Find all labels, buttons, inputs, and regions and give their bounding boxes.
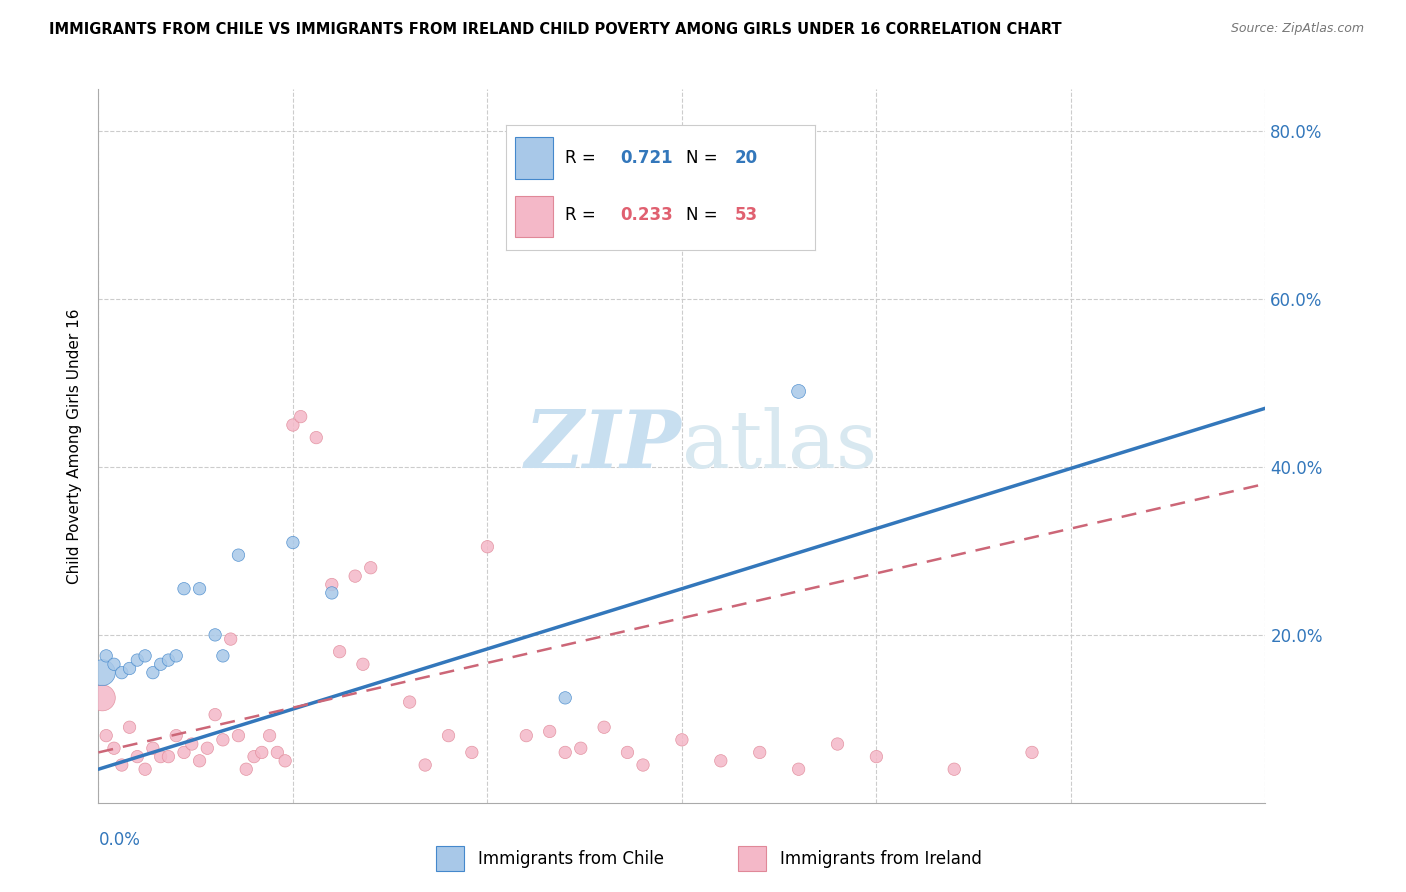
Point xyxy=(274,754,297,768)
Point xyxy=(134,648,156,663)
Point xyxy=(118,661,141,675)
Point xyxy=(250,746,273,760)
Point xyxy=(157,749,180,764)
Point xyxy=(281,535,304,549)
FancyBboxPatch shape xyxy=(738,847,766,871)
Point xyxy=(671,732,693,747)
Text: Immigrants from Ireland: Immigrants from Ireland xyxy=(780,849,983,868)
Point xyxy=(259,729,281,743)
Point xyxy=(219,632,242,646)
Point xyxy=(321,586,343,600)
Point xyxy=(281,417,304,432)
Point xyxy=(127,653,149,667)
Point xyxy=(461,746,484,760)
FancyBboxPatch shape xyxy=(436,847,464,871)
Point xyxy=(157,653,180,667)
Text: atlas: atlas xyxy=(682,407,877,485)
Text: N =: N = xyxy=(686,206,723,225)
Point xyxy=(111,665,134,680)
Point xyxy=(305,431,328,445)
Point xyxy=(165,729,187,743)
Text: IMMIGRANTS FROM CHILE VS IMMIGRANTS FROM IRELAND CHILD POVERTY AMONG GIRLS UNDER: IMMIGRANTS FROM CHILE VS IMMIGRANTS FROM… xyxy=(49,22,1062,37)
Text: 20: 20 xyxy=(735,149,758,167)
Point xyxy=(827,737,849,751)
FancyBboxPatch shape xyxy=(516,196,553,237)
FancyBboxPatch shape xyxy=(516,137,553,178)
Point xyxy=(631,758,654,772)
Point xyxy=(96,648,118,663)
Point xyxy=(321,577,343,591)
Point xyxy=(103,657,125,672)
Point xyxy=(204,707,226,722)
Text: Source: ZipAtlas.com: Source: ZipAtlas.com xyxy=(1230,22,1364,36)
Point xyxy=(865,749,887,764)
Point xyxy=(437,729,460,743)
Point xyxy=(538,724,561,739)
Point xyxy=(91,690,114,705)
Text: 0.0%: 0.0% xyxy=(98,831,141,849)
Text: 0.233: 0.233 xyxy=(620,206,673,225)
Text: R =: R = xyxy=(565,206,600,225)
Y-axis label: Child Poverty Among Girls Under 16: Child Poverty Among Girls Under 16 xyxy=(67,309,83,583)
Point xyxy=(477,540,499,554)
Point xyxy=(290,409,312,424)
Point xyxy=(569,741,592,756)
Point xyxy=(188,582,211,596)
Point xyxy=(413,758,436,772)
Text: 53: 53 xyxy=(735,206,758,225)
Point xyxy=(180,737,202,751)
Point xyxy=(165,648,187,663)
Point xyxy=(228,729,250,743)
Point xyxy=(142,741,165,756)
Point xyxy=(142,665,165,680)
Point xyxy=(103,741,125,756)
Point xyxy=(188,754,211,768)
Point xyxy=(212,648,235,663)
Point xyxy=(360,560,382,574)
Text: N =: N = xyxy=(686,149,723,167)
Point xyxy=(943,762,966,776)
Point xyxy=(228,548,250,562)
Point xyxy=(554,690,576,705)
Point xyxy=(118,720,141,734)
Point xyxy=(96,729,118,743)
Point xyxy=(344,569,367,583)
Point xyxy=(515,729,537,743)
Point xyxy=(134,762,156,776)
Point xyxy=(127,749,149,764)
Point xyxy=(1021,746,1043,760)
Point xyxy=(748,746,770,760)
Point xyxy=(329,645,352,659)
Text: ZIP: ZIP xyxy=(524,408,682,484)
Point xyxy=(149,749,172,764)
Point xyxy=(266,746,288,760)
Text: 0.721: 0.721 xyxy=(620,149,673,167)
Point xyxy=(243,749,266,764)
Point xyxy=(616,746,638,760)
Point xyxy=(173,582,195,596)
Text: Immigrants from Chile: Immigrants from Chile xyxy=(478,849,664,868)
Point xyxy=(235,762,257,776)
Text: R =: R = xyxy=(565,149,600,167)
Point xyxy=(149,657,172,672)
Point xyxy=(787,762,810,776)
Point xyxy=(204,628,226,642)
Point xyxy=(195,741,218,756)
Point xyxy=(111,758,134,772)
Point xyxy=(91,665,114,680)
Point xyxy=(398,695,420,709)
Point xyxy=(593,720,616,734)
Point xyxy=(710,754,733,768)
Point xyxy=(787,384,810,399)
Point xyxy=(212,732,235,747)
Point xyxy=(554,746,576,760)
Point xyxy=(173,746,195,760)
Point xyxy=(352,657,374,672)
